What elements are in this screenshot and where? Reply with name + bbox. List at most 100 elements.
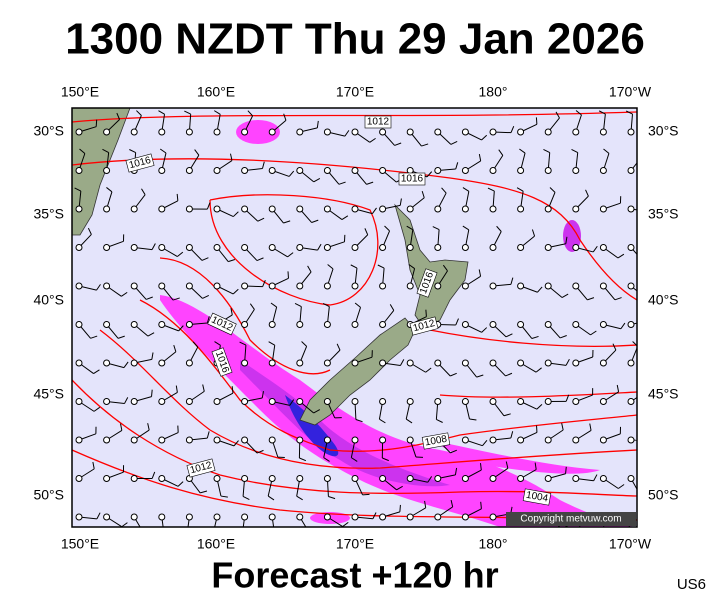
barb-station	[434, 167, 442, 174]
barb-flag	[421, 143, 429, 147]
barb-station	[185, 167, 193, 174]
barb-flag	[476, 374, 484, 378]
barb-station	[323, 513, 331, 521]
barb-flag	[645, 385, 646, 392]
precipitation	[160, 120, 637, 527]
isobar-label-text: 1012	[367, 117, 390, 128]
barb-flag	[478, 269, 482, 277]
barb-flag	[480, 501, 482, 509]
isobar-label-box	[186, 458, 216, 478]
isobar-label-box	[364, 115, 392, 129]
barb-flag	[598, 110, 606, 115]
barb-flag	[177, 481, 184, 487]
barb-flag	[288, 170, 295, 177]
copyright: Copyright metvuw.com	[520, 514, 621, 525]
barb-flag	[442, 264, 448, 272]
barb-flag	[519, 148, 526, 154]
barb-station	[599, 359, 607, 367]
lon-label: 160°E	[197, 84, 235, 100]
barb-flag	[124, 397, 129, 404]
barb-station	[627, 205, 635, 213]
lat-label: 45°S	[33, 386, 64, 402]
barb-flag	[129, 149, 136, 154]
barb-station	[517, 128, 525, 136]
barb-flag	[158, 110, 165, 115]
barb-flag	[369, 137, 376, 143]
barb-flag	[450, 499, 454, 507]
barb-station	[379, 513, 387, 521]
isobar-label-box	[522, 488, 552, 506]
barb-station	[75, 359, 83, 367]
barb-station	[213, 167, 221, 174]
barb-station	[185, 282, 193, 290]
barb-station	[599, 128, 607, 136]
barb-station	[489, 282, 497, 290]
barb-station	[158, 282, 166, 290]
barb-flag	[313, 409, 321, 414]
barb-station	[627, 359, 635, 367]
barb-station	[296, 398, 304, 405]
barb-flag	[479, 463, 482, 471]
barb-station	[268, 321, 276, 328]
barb-station	[296, 475, 304, 482]
barb-flag	[301, 341, 307, 347]
barb-station	[461, 475, 469, 482]
barb-station	[213, 244, 221, 251]
barb-station	[489, 513, 497, 521]
barb-station	[185, 359, 193, 367]
barb-station	[489, 167, 497, 174]
barb-station	[241, 244, 249, 251]
barb-station	[351, 128, 359, 136]
barb-flag	[200, 490, 208, 494]
barb-station	[544, 205, 552, 213]
barb-flag	[299, 457, 307, 462]
barb-flag	[228, 259, 236, 263]
barb-station	[379, 359, 387, 367]
barb-flag	[262, 161, 265, 169]
barb-station	[158, 205, 166, 213]
barb-station	[517, 282, 525, 290]
isobar-label: 1004	[522, 488, 552, 506]
barb-flag	[531, 335, 539, 340]
isobar-label: 1012	[186, 458, 216, 478]
barb-flag	[261, 391, 264, 399]
barb-flag	[575, 110, 582, 116]
barb-flag	[565, 236, 568, 244]
isobar-label-text: 1004	[525, 490, 549, 505]
barb-station	[489, 205, 497, 213]
barb-flag	[249, 303, 255, 310]
barb-flag	[505, 372, 513, 377]
barb-flag	[384, 225, 390, 232]
barb-station	[241, 398, 249, 405]
barb-flag	[364, 228, 369, 235]
barb-station	[544, 321, 552, 328]
lat-label: 45°S	[648, 386, 679, 402]
barb-station	[103, 244, 111, 251]
barb-station	[434, 205, 442, 213]
barb-flag	[143, 531, 150, 532]
barb-station	[296, 167, 304, 174]
barb-station	[351, 205, 359, 213]
barb-station	[158, 128, 166, 136]
barb-flag	[561, 293, 569, 298]
barb-flag	[184, 110, 191, 115]
barb-station	[627, 321, 635, 328]
barb-station	[241, 475, 249, 482]
barb-flag	[616, 384, 620, 392]
barb-station	[296, 244, 304, 251]
isobar-label-text: 1008	[424, 434, 448, 449]
lon-label: 150°E	[61, 84, 99, 100]
barb-station	[241, 321, 249, 328]
barb-flag	[496, 225, 502, 232]
barb-station	[75, 128, 83, 136]
barb-flag	[432, 226, 440, 230]
barb-station	[323, 282, 331, 290]
isobar-label-box	[421, 432, 451, 450]
barb-station	[599, 205, 607, 213]
barb-station	[268, 398, 276, 405]
barb-station	[627, 398, 635, 405]
barb-station	[158, 513, 166, 521]
lon-label: 150°E	[61, 536, 99, 552]
barb-station	[599, 436, 607, 444]
barb-flag	[425, 367, 432, 373]
